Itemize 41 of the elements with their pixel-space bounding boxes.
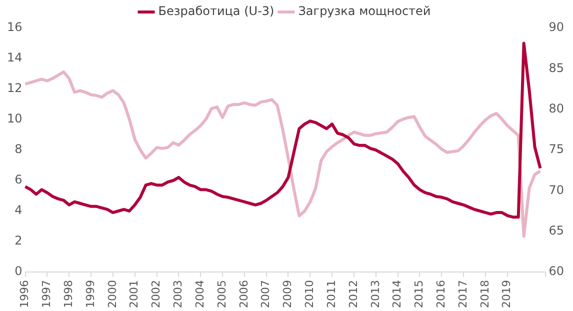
- y-tick-label: 0: [14, 264, 22, 278]
- legend-label: Загрузка мощностей: [298, 4, 431, 18]
- y-tick-label: 16: [6, 20, 22, 34]
- x-tick-label: 2000: [106, 280, 119, 308]
- x-tick-label: 2017: [456, 280, 470, 308]
- x-tick-label: 2014: [390, 280, 404, 308]
- y-tick-label: 2: [14, 234, 22, 248]
- y2-tick-label: 85: [548, 60, 564, 75]
- y-tick-label: 12: [6, 81, 22, 96]
- y-tick-label: 14: [6, 50, 22, 65]
- y2-tick-label: 75: [548, 142, 564, 156]
- x-tick-label: 1999: [84, 280, 97, 308]
- x-tick-label: 2007: [259, 280, 272, 308]
- x-tick-label: 2002: [150, 280, 163, 308]
- legend-label: Безработица (U-3): [158, 4, 274, 18]
- x-tick-label: 2009: [281, 280, 294, 308]
- x-tick-label: 1996: [18, 280, 32, 308]
- x-tick-label: 2016: [434, 280, 448, 308]
- y2-tick-label: 70: [548, 182, 564, 197]
- x-tick-label: 2013: [368, 280, 382, 308]
- y-tick-label: 8: [14, 142, 22, 156]
- y-tick-label: 6: [14, 172, 22, 187]
- x-tick-label: 2010: [303, 280, 316, 308]
- x-tick-label: 2018: [478, 280, 492, 308]
- x-tick-label: 2019: [500, 280, 514, 308]
- x-tick-label: 2005: [215, 280, 228, 308]
- y2-tick-label: 90: [548, 20, 564, 34]
- x-tick-label: 2006: [237, 280, 250, 308]
- x-tick-label: 2015: [412, 280, 426, 308]
- x-tick-label: 2011: [324, 280, 338, 308]
- x-tick-label: 2012: [346, 280, 360, 308]
- y2-tick-label: 80: [548, 101, 564, 116]
- y-tick-label: 10: [6, 112, 22, 126]
- x-tick-label: 2003: [172, 280, 185, 308]
- x-tick-label: 1997: [40, 280, 54, 308]
- x-tick-label: 2001: [128, 280, 141, 308]
- y2-tick-label: 65: [548, 223, 564, 238]
- x-tick-label: 1998: [62, 280, 75, 308]
- x-tick-label: 2004: [193, 280, 206, 308]
- y-tick-label: 4: [14, 203, 22, 218]
- y2-tick-label: 60: [548, 264, 564, 278]
